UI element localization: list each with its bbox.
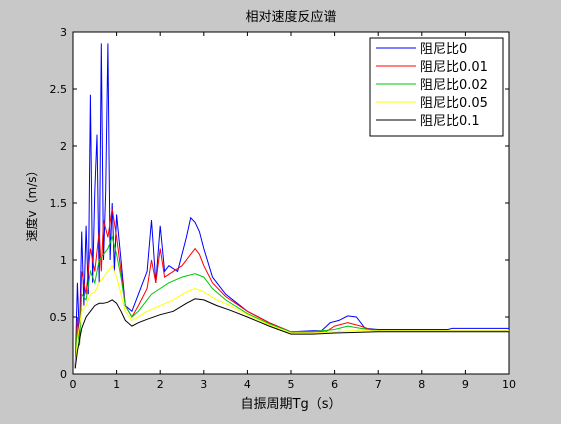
series-line-2 [74,235,509,369]
chart-title: 相对速度反应谱 [245,9,336,25]
series-line-3 [74,264,509,369]
y-tick-label: 3 [60,26,67,39]
x-tick-label: 4 [244,378,251,391]
legend-label-1: 阻尼比0.01 [420,60,488,75]
x-tick-label: 1 [113,378,120,391]
y-axis-label: 速度v（m/s） [24,164,39,241]
x-tick-label: 10 [502,378,516,391]
x-tick-label: 9 [462,378,469,391]
x-tick-label: 7 [375,378,382,391]
y-tick-label: 0.5 [50,311,68,324]
y-tick-label: 2.5 [50,83,68,96]
y-tick-label: 1 [60,254,67,267]
series-line-0 [74,43,509,369]
y-tick-label: 1.5 [50,197,68,210]
x-tick-label: 0 [70,378,77,391]
x-tick-label: 3 [200,378,207,391]
legend-label-4: 阻尼比0.1 [420,114,480,129]
series-line-4 [74,298,509,369]
series-group [74,43,509,369]
x-tick-label: 6 [331,378,338,391]
x-tick-label: 8 [418,378,425,391]
x-tick-label: 2 [157,378,164,391]
x-tick-label: 5 [288,378,295,391]
legend-label-2: 阻尼比0.02 [420,78,488,93]
x-axis-label: 自振周期Tg（s） [241,397,342,412]
ticks-group: 0 1 2 3 4 5 6 7 8 9 10 0 0.5 1 1.5 2 2.5 3 [50,26,517,391]
legend: 阻尼比0 阻尼比0.01 阻尼比0.02 阻尼比0.05 阻尼比0.1 [369,37,504,137]
y-tick-label: 0 [60,368,67,381]
legend-label-0: 阻尼比0 [420,42,467,57]
legend-label-3: 阻尼比0.05 [420,96,488,111]
y-tick-label: 2 [60,140,67,153]
